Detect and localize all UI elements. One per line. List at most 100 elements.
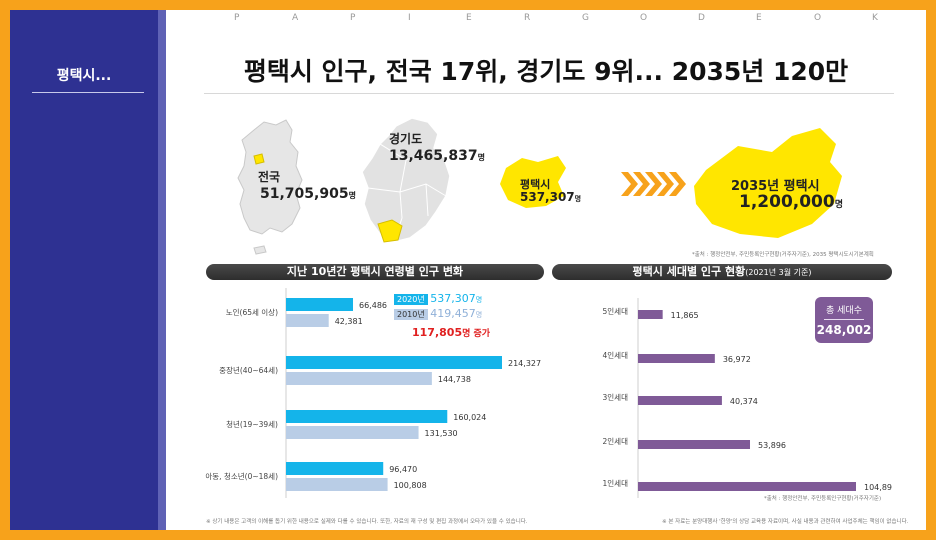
city-value: 537,307	[520, 190, 575, 204]
legend-2020: 2020년 537,307명	[394, 292, 482, 305]
bar-value-label: 100,808	[394, 481, 427, 490]
page-title: 평택시 인구, 전국 17위, 경기도 9위... 2035년 120만	[243, 57, 849, 86]
category-label: 아동, 청소년(0~18세)	[205, 471, 278, 481]
right-chart-title-note: (2021년 3월 기준)	[745, 268, 812, 277]
sidebar-divider	[32, 92, 144, 93]
household-source: *출처 : 행정안전부, 주민등록인구현황(거주자기준)	[764, 496, 882, 502]
pyeongtaek-highlight-icon	[253, 153, 265, 165]
future-label: 2035년 평택시	[731, 179, 820, 194]
gyeonggi-value: 13,465,837	[389, 148, 478, 164]
right-chart-title: 평택시 세대별 인구 현황	[632, 265, 746, 278]
nation-value-group: 51,705,905명	[260, 186, 356, 202]
bar-2020	[286, 410, 448, 423]
legend-2020-value: 537,307	[430, 292, 476, 305]
future-value: 1,200,000	[739, 192, 835, 212]
legend-2010: 2010년 419,457명	[394, 307, 482, 320]
category-label: 중장년(40~64세)	[219, 365, 278, 375]
brand-letter: R	[524, 13, 531, 23]
increase-value: 117,805	[412, 326, 463, 339]
bar-2010	[286, 372, 432, 385]
brand-letter: E	[756, 13, 762, 23]
household-value-label: 11,865	[671, 311, 699, 320]
sidebar-stripe	[158, 10, 166, 530]
bar-2010	[286, 478, 388, 491]
household-category-label: 2인세대	[603, 436, 629, 446]
pyeongtaek-2035-map-icon	[694, 128, 842, 238]
household-category-label: 4인세대	[603, 350, 629, 360]
korea-map-icon	[237, 119, 303, 235]
future-value-group: 1,200,000명	[739, 192, 843, 212]
overview-source: *출처 : 행정안전부, 주민등록인구현황(거주자기준), 2035 평택시도시…	[692, 252, 874, 258]
bar-2020	[286, 462, 384, 475]
korea-jeju-icon	[253, 245, 267, 255]
brand-letter: D	[698, 13, 705, 23]
bar-2020	[286, 356, 502, 369]
household-population-chart: 5인세대 11,865 4인세대 36,972 3인세대 40,374 2인세대 53,896…	[603, 298, 892, 498]
brand-letter: G	[582, 13, 589, 23]
bar-value-label: 131,530	[425, 429, 458, 438]
increase-suffix: 명 증가	[462, 329, 491, 339]
total-households-value: 248,002	[816, 323, 872, 337]
household-bar	[638, 396, 722, 405]
population-overview	[237, 117, 842, 255]
legend-2020-swatch: 2020년	[394, 294, 428, 305]
increase-note: 117,805명 증가	[412, 326, 490, 339]
gyeonggi-region-lines	[367, 143, 447, 243]
household-value-label: 53,896	[758, 441, 786, 450]
total-households-divider	[824, 319, 864, 320]
pyeongtaek-map-icon	[500, 156, 566, 208]
brand-letter: E	[466, 13, 472, 23]
age-population-chart: 노인(65세 이상) 66,486 42,381 중장년(40~64세) 214,327…	[205, 288, 541, 498]
brand-letter: K	[872, 13, 878, 23]
gyeonggi-value-group: 13,465,837명	[389, 148, 485, 164]
bar-2020	[286, 298, 354, 311]
sidebar-title[interactable]: 평택시...	[56, 68, 112, 84]
bar-value-label: 214,327	[508, 359, 541, 368]
bar-2010	[286, 426, 419, 439]
household-category-label: 1인세대	[603, 478, 629, 488]
nation-label: 전국	[258, 170, 281, 184]
household-bar	[638, 354, 715, 363]
legend-2020-unit: 명	[475, 296, 483, 304]
right-chart-title-pill: 평택시 세대별 인구 현황(2021년 3월 기준)	[552, 264, 892, 280]
growth-arrows-icon	[621, 172, 686, 196]
category-label: 청년(19~39세)	[226, 419, 278, 429]
future-unit: 명	[834, 200, 843, 210]
bar-value-label: 96,470	[389, 465, 417, 474]
household-value-label: 104,895	[864, 483, 892, 492]
category-label: 노인(65세 이상)	[226, 307, 278, 317]
gyeonggi-label: 경기도	[389, 132, 423, 146]
household-bar	[638, 482, 856, 491]
bar-value-label: 144,738	[438, 375, 471, 384]
household-bar	[638, 440, 751, 449]
household-bar	[638, 310, 663, 319]
footnote-right: ※ 본 자료는 분양대행사 '한양'의 상담 교육용 자료이며, 사실 내용과 …	[662, 519, 909, 525]
brand-letter: A	[292, 13, 299, 23]
brand-letter: O	[814, 13, 822, 23]
footnote-left: ※ 상기 내용은 고객의 이해를 돕기 위한 내용으로 실제와 다를 수 있습니…	[206, 519, 528, 525]
brand-letter: P	[234, 13, 240, 23]
brand-letter: I	[408, 13, 411, 23]
bar-2010	[286, 314, 329, 327]
legend-2010-swatch: 2010년	[394, 309, 428, 320]
city-value-group: 537,307명	[520, 190, 581, 204]
city-label: 평택시	[520, 178, 551, 191]
legend-2010-value: 419,457	[430, 307, 476, 320]
title-divider	[204, 93, 894, 94]
sidebar: 평택시...	[10, 10, 158, 530]
brand-letter: O	[640, 13, 648, 23]
bar-value-label: 66,486	[359, 301, 387, 310]
left-chart-title: 지난 10년간 평택시 연령별 인구 변화	[206, 264, 544, 280]
nation-unit: 명	[348, 191, 356, 200]
pyeongtaek-highlight-icon	[377, 219, 403, 243]
bar-value-label: 42,381	[335, 317, 363, 326]
nation-value: 51,705,905	[260, 186, 349, 202]
gyeonggi-unit: 명	[477, 153, 485, 162]
household-value-label: 40,374	[730, 397, 758, 406]
legend-2010-unit: 명	[475, 311, 483, 319]
household-value-label: 36,972	[723, 355, 751, 364]
city-unit: 명	[574, 195, 582, 203]
brand-letter: P	[350, 13, 356, 23]
total-households-box: 총 세대수 248,002	[815, 297, 873, 343]
